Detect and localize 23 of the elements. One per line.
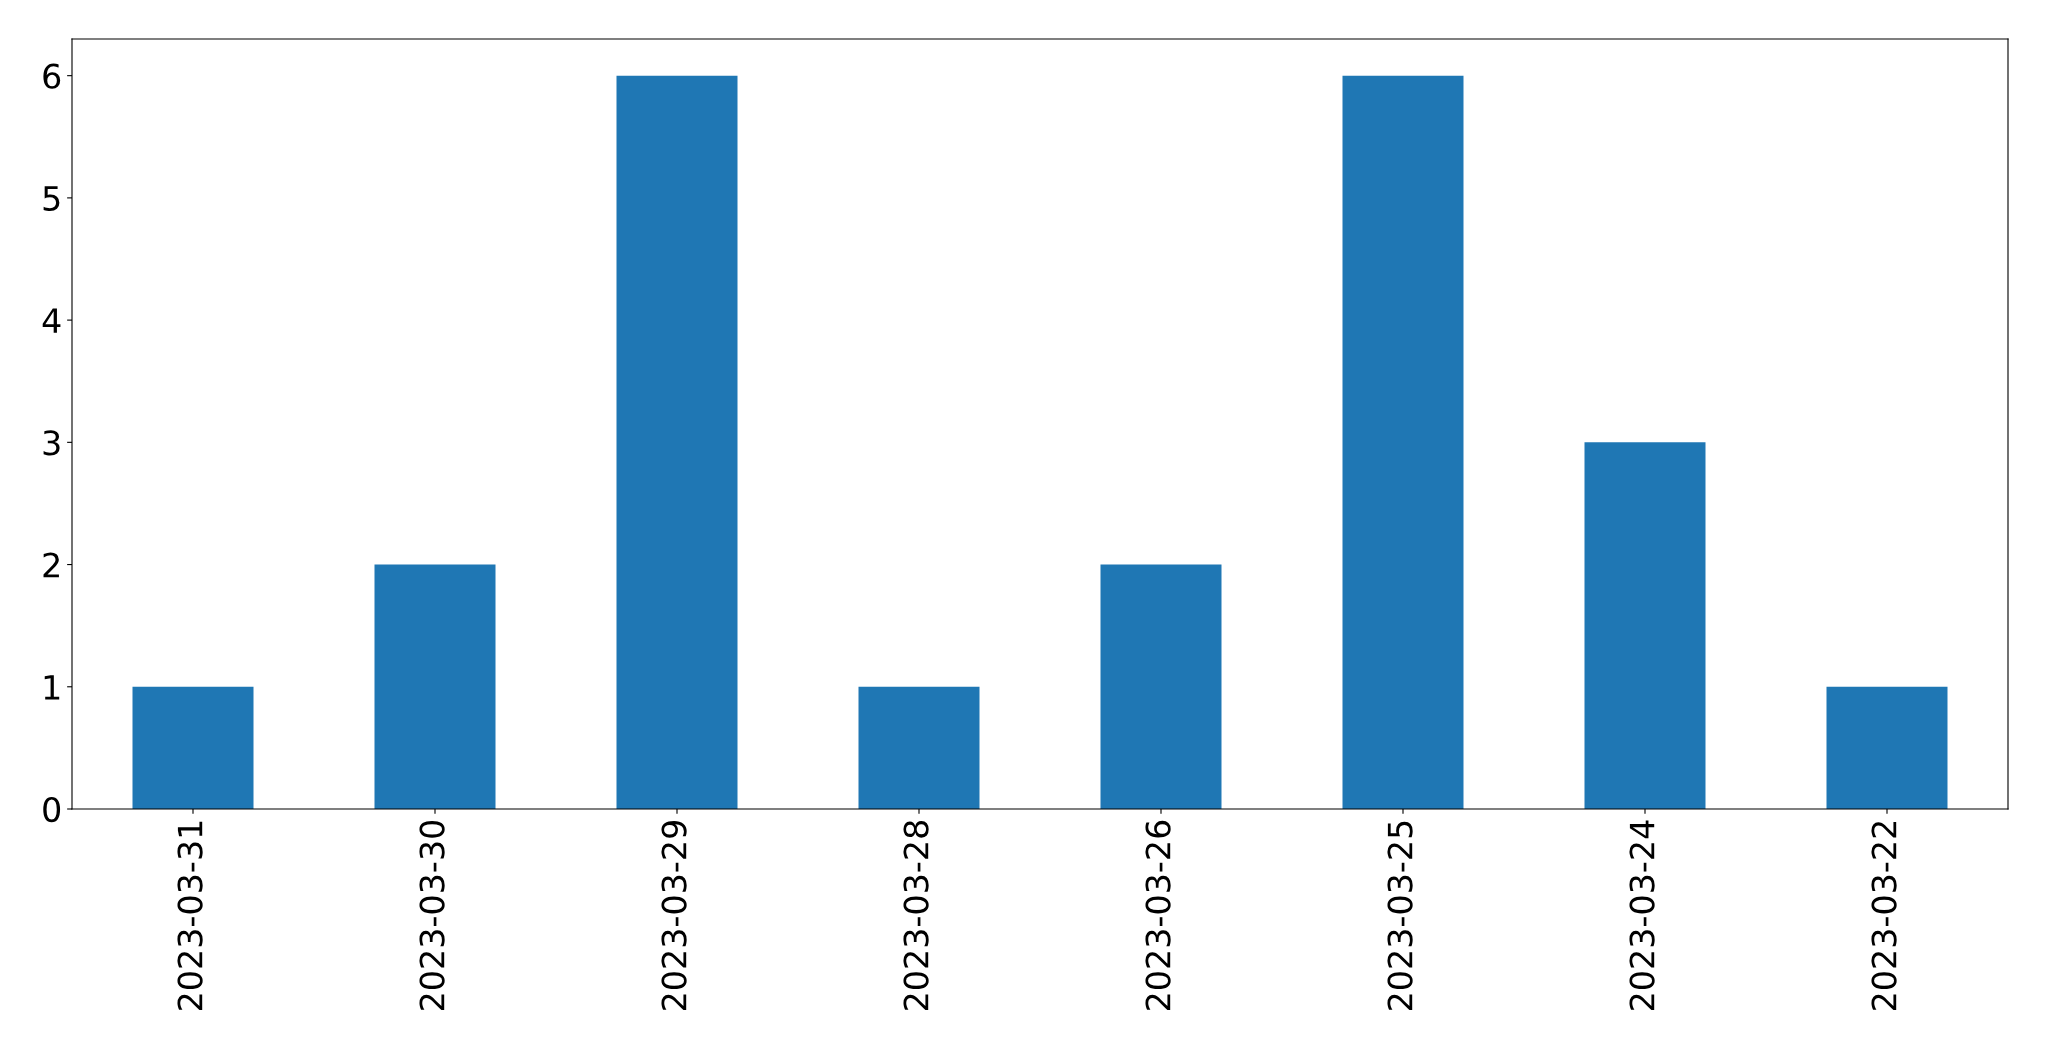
y-tick-label: 5: [43, 186, 60, 212]
y-tick-label: 4: [42, 308, 61, 333]
y-tick-label: 6: [43, 63, 61, 89]
bar: [1342, 75, 1464, 809]
y-tick-label: 0: [43, 796, 61, 823]
bar: [1584, 442, 1706, 809]
bar: [858, 686, 980, 809]
y-tick-label: 3: [43, 430, 60, 456]
bar: [1826, 686, 1948, 809]
bar: [1100, 564, 1222, 809]
bar: [374, 564, 496, 809]
x-tick-label: 2023-03-28: [903, 821, 929, 1010]
x-tick-label: 2023-03-24: [1629, 820, 1655, 1010]
x-tick-label: 2023-03-30: [419, 820, 445, 1010]
bar: [616, 75, 738, 809]
x-tick-label: 2023-03-22: [1871, 822, 1897, 1010]
x-tick-label: 2023-03-29: [661, 821, 687, 1010]
y-tick-label: 2: [43, 552, 59, 578]
x-tick-label: 2023-03-25: [1387, 821, 1413, 1010]
x-tick-label: 2023-03-26: [1145, 820, 1171, 1010]
x-tick-label: 2023-03-31: [177, 821, 203, 1010]
y-tick-label: 1: [44, 675, 60, 700]
bar: [132, 686, 254, 809]
